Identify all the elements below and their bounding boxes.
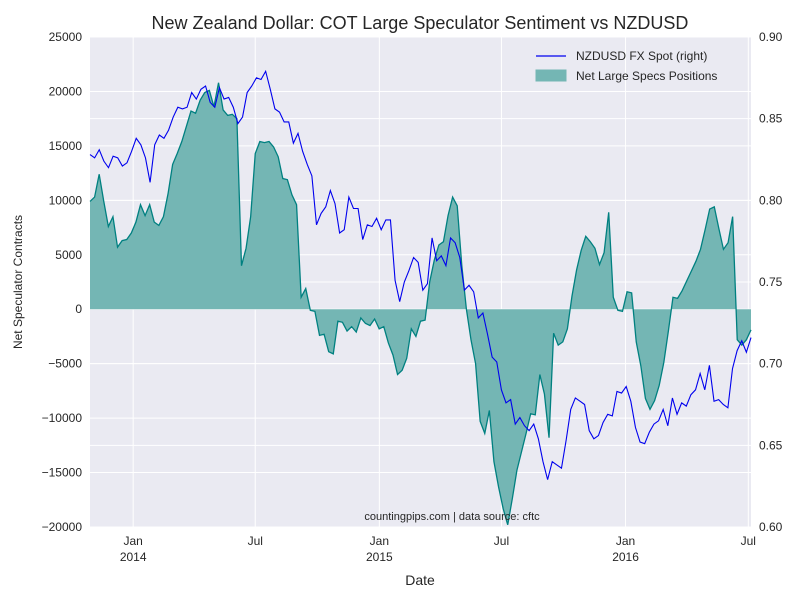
left-axis-ticks: −20000 −15000 −10000 −5000 0 5000 10000 15000 20…: [42, 30, 83, 534]
legend: NZDUSD FX Spot (right) Net Large Specs P…: [535, 49, 717, 83]
right-tick-label: 0.60: [759, 520, 783, 534]
chart-title: New Zealand Dollar: COT Large Speculator…: [152, 13, 689, 33]
legend-label-nzdusd: NZDUSD FX Spot (right): [576, 49, 707, 63]
x-tick-label: Jan: [616, 534, 635, 548]
right-tick-label: 0.65: [759, 438, 783, 452]
x-tick-year-label: 2015: [366, 550, 393, 564]
nzdusd-line: [89, 69, 752, 480]
source-watermark: countingpips.com | data source: cftc: [364, 511, 540, 523]
x-tick-label: Jul: [494, 534, 509, 548]
left-tick-label: 15000: [49, 139, 83, 153]
net-specs-edge: [89, 82, 752, 525]
left-tick-label: 5000: [55, 248, 82, 262]
left-tick-label: 10000: [49, 193, 83, 207]
x-tick-label: Jul: [248, 534, 263, 548]
right-tick-label: 0.75: [759, 275, 783, 289]
right-tick-label: 0.80: [759, 193, 783, 207]
right-tick-label: 0.85: [759, 112, 783, 126]
right-tick-label: 0.90: [759, 30, 783, 44]
x-axis-label: Date: [405, 572, 435, 588]
right-tick-label: 0.70: [759, 357, 783, 371]
right-axis-ticks: 0.60 0.65 0.70 0.75 0.80 0.85 0.90: [759, 30, 783, 534]
legend-label-net-specs: Net Large Specs Positions: [576, 69, 717, 83]
y-axis-label: Net Speculator Contracts: [11, 215, 25, 349]
x-tick-label: Jan: [370, 534, 389, 548]
left-tick-label: 25000: [49, 30, 83, 44]
line-layer: [89, 69, 752, 480]
x-tick-year-label: 2014: [120, 550, 147, 564]
left-tick-label: −10000: [42, 411, 83, 425]
x-tick-label: Jul: [741, 534, 756, 548]
area-layer: [89, 82, 752, 525]
net-specs-area: [90, 82, 751, 525]
x-axis-ticks: Jan 2014 Jul Jan 2015 Jul Jan 2016 Jul: [120, 534, 756, 564]
left-tick-label: 0: [75, 302, 82, 316]
legend-area-swatch: [535, 69, 567, 82]
x-tick-label: Jan: [123, 534, 142, 548]
left-tick-label: −15000: [42, 466, 83, 480]
left-tick-label: 20000: [49, 84, 83, 98]
left-tick-label: −20000: [42, 520, 83, 534]
left-tick-label: −5000: [48, 357, 82, 371]
x-tick-year-label: 2016: [612, 550, 639, 564]
